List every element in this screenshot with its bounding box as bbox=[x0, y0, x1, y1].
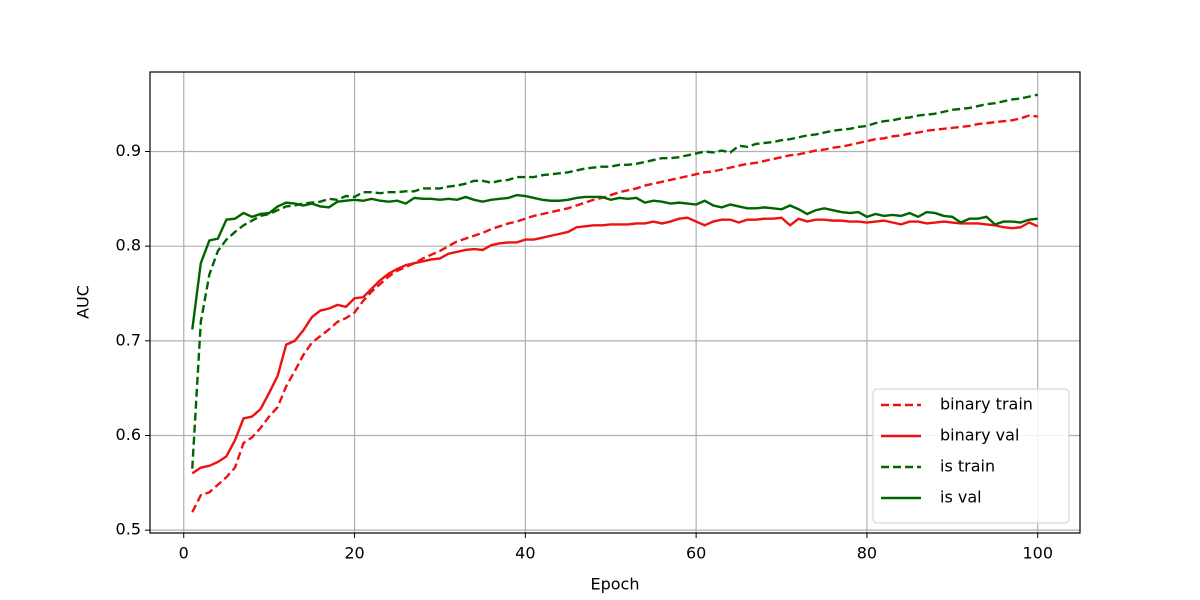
x-tick-label: 60 bbox=[686, 544, 706, 563]
x-tick-label: 0 bbox=[179, 544, 189, 563]
y-tick-label: 0.8 bbox=[116, 236, 141, 255]
legend-label: binary val bbox=[940, 426, 1019, 445]
legend-box bbox=[872, 388, 1070, 524]
y-tick-label: 0.6 bbox=[116, 425, 141, 444]
y-tick-label: 0.5 bbox=[116, 520, 141, 539]
legend-label: is val bbox=[940, 488, 982, 507]
y-tick-label: 0.9 bbox=[116, 141, 141, 160]
series-line bbox=[191, 216, 1039, 475]
x-axis-label: Epoch bbox=[591, 575, 640, 594]
legend-label: binary train bbox=[940, 395, 1033, 414]
plot-frame bbox=[149, 71, 1081, 534]
x-tick-label: 80 bbox=[857, 544, 877, 563]
series-line bbox=[191, 114, 1038, 513]
y-axis-label: AUC bbox=[74, 285, 93, 319]
x-tick-label: 20 bbox=[344, 544, 364, 563]
legend-label: is train bbox=[940, 457, 995, 476]
x-tick-label: 100 bbox=[1022, 544, 1053, 563]
y-tick-label: 0.7 bbox=[116, 330, 141, 349]
series-line bbox=[191, 93, 1038, 469]
series-line bbox=[191, 193, 1038, 330]
x-tick-label: 40 bbox=[515, 544, 535, 563]
